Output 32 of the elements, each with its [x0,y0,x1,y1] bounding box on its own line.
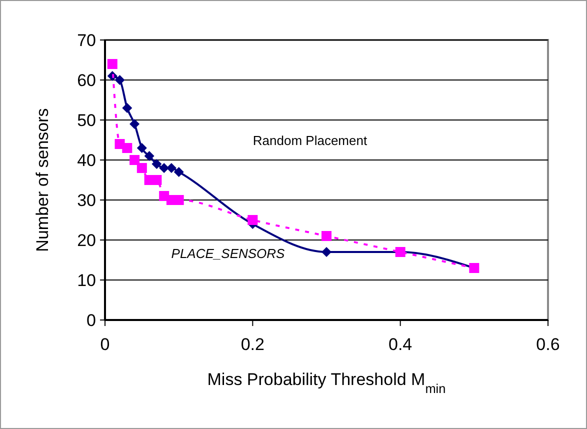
point [174,167,184,177]
y-tick-label: 20 [77,230,96,250]
point [136,143,147,153]
x-tick-label: 0.4 [388,335,412,354]
point [152,159,162,169]
annotation: Random Placement [252,133,368,148]
point [322,247,332,257]
point [144,151,154,161]
x-tick-label: 0.6 [536,335,560,354]
y-tick-label: 30 [77,190,96,210]
point [107,59,118,69]
point [322,231,332,241]
point [248,215,258,225]
point [130,119,140,129]
point [122,103,132,113]
x-tick-label: 0 [100,335,110,354]
y-tick-label: 70 [77,30,96,50]
y-tick-label: 50 [77,110,96,130]
annotation: PLACE_SENSORS [171,246,286,261]
point [114,75,125,85]
y-tick-label: 40 [77,150,96,170]
y-tick-label: 60 [77,70,96,90]
point [136,163,147,173]
point [166,163,176,173]
x-tick-label: 0.2 [240,335,264,354]
point [159,163,170,173]
x-axis-title: Miss Probability Threshold M$_{min}$ [207,370,446,396]
point [122,143,132,153]
y-tick-label: 10 [77,270,96,290]
point [130,155,140,165]
y-tick-label: 0 [86,310,96,330]
y-axis-title: Number of sensors [33,108,52,252]
